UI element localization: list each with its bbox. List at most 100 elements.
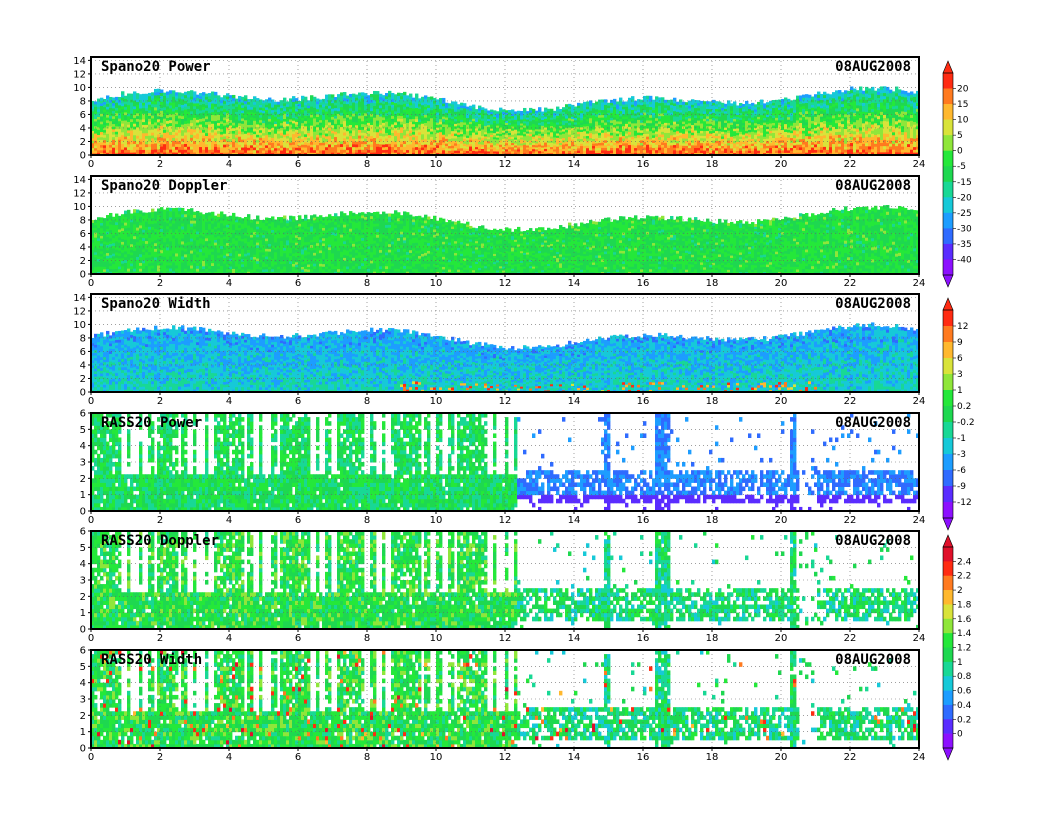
heatmap-cell: [343, 117, 347, 122]
heatmap-cell: [235, 131, 239, 135]
heatmap-cell: [562, 139, 566, 143]
heatmap-cell: [538, 133, 542, 136]
heatmap-cell: [337, 124, 341, 128]
heatmap-cell: [289, 124, 293, 128]
heatmap-cell: [598, 147, 602, 151]
heatmap-cell: [373, 122, 377, 127]
heatmap-cell: [175, 152, 179, 155]
heatmap-cell: [664, 129, 668, 133]
heatmap-cell: [766, 102, 770, 106]
heatmap-cell: [586, 108, 590, 112]
heatmap-cell: [313, 123, 317, 127]
heatmap-cell: [259, 149, 263, 153]
heatmap-cell: [169, 131, 173, 135]
heatmap-cell: [619, 121, 623, 125]
heatmap-cell: [139, 96, 143, 101]
heatmap-cell: [337, 132, 341, 137]
heatmap-cell: [478, 134, 482, 138]
heatmap-cell: [244, 119, 248, 123]
heatmap-cell: [439, 103, 443, 107]
heatmap-cell: [409, 118, 413, 122]
heatmap-cell: [271, 112, 275, 116]
heatmap-cell: [748, 103, 752, 107]
heatmap-cell: [391, 95, 395, 100]
heatmap-cell: [154, 121, 158, 126]
heatmap-cell: [268, 131, 272, 135]
heatmap-cell: [307, 137, 311, 141]
heatmap-cell: [685, 130, 689, 134]
heatmap-cell: [760, 139, 764, 143]
heatmap-cell: [448, 119, 452, 123]
heatmap-cell: [172, 149, 176, 153]
heatmap-cell: [598, 137, 602, 141]
heatmap-cell: [640, 132, 644, 136]
heatmap-cell: [97, 147, 101, 151]
heatmap-cell: [331, 99, 335, 104]
heatmap-cell: [187, 94, 191, 98]
heatmap-cell: [424, 111, 428, 115]
heatmap-cell: [562, 120, 566, 123]
heatmap-cell: [511, 121, 515, 125]
heatmap-cell: [379, 99, 383, 103]
heatmap-cell: [598, 102, 602, 106]
heatmap-cell: [526, 111, 530, 114]
heatmap-cell: [217, 130, 221, 134]
heatmap-cell: [403, 123, 407, 127]
heatmap-cell: [667, 139, 671, 143]
heatmap-cell: [529, 110, 533, 113]
heatmap-cell: [661, 152, 665, 155]
heatmap-cell: [544, 107, 548, 111]
heatmap-cell: [691, 111, 695, 115]
heatmap-cell: [610, 114, 614, 118]
heatmap-cell: [130, 149, 134, 153]
heatmap-cell: [244, 116, 248, 121]
heatmap-cell: [379, 127, 383, 131]
heatmap-cell: [223, 106, 227, 110]
heatmap-cell: [508, 132, 512, 136]
heatmap-cell: [94, 108, 98, 112]
heatmap-cell: [676, 101, 680, 105]
heatmap-cell: [208, 93, 212, 97]
heatmap-cell: [712, 127, 716, 131]
heatmap-cell: [157, 130, 161, 135]
heatmap-cell: [739, 124, 743, 128]
heatmap-cell: [196, 141, 200, 145]
heatmap-cell: [598, 109, 602, 113]
heatmap-cell: [439, 149, 443, 153]
heatmap-cell: [601, 142, 605, 146]
heatmap-cell: [295, 144, 299, 148]
heatmap-cell: [568, 106, 572, 110]
heatmap-cell: [211, 126, 215, 130]
heatmap-cell: [592, 107, 596, 111]
heatmap-cell: [700, 127, 704, 131]
heatmap-cell: [202, 115, 206, 119]
heatmap-cell: [457, 134, 461, 138]
heatmap-cell: [475, 123, 479, 127]
heatmap-cell: [250, 111, 254, 115]
heatmap-cell: [355, 119, 359, 123]
heatmap-cell: [130, 135, 134, 139]
heatmap-cell: [376, 131, 380, 136]
heatmap-cell: [118, 107, 122, 111]
heatmap-cell: [760, 124, 764, 128]
heatmap-cell: [244, 146, 248, 151]
heatmap-cell: [580, 136, 584, 140]
heatmap-cell: [316, 98, 320, 102]
heatmap-cell: [331, 108, 335, 112]
heatmap-cell: [160, 128, 164, 132]
heatmap-cell: [127, 152, 131, 155]
heatmap-cell: [616, 145, 620, 149]
heatmap-cell: [607, 117, 611, 120]
heatmap-cell: [631, 109, 635, 113]
heatmap-cell: [547, 140, 551, 143]
heatmap-cell: [460, 133, 464, 137]
heatmap-cell: [436, 104, 440, 108]
heatmap-cell: [418, 134, 422, 138]
heatmap-cell: [670, 102, 674, 106]
heatmap-cell: [610, 124, 614, 128]
heatmap-cell: [325, 97, 329, 101]
heatmap-cell: [133, 105, 137, 110]
heatmap-cell: [178, 123, 182, 128]
heatmap-cell: [493, 126, 497, 130]
heatmap-cell: [373, 125, 377, 130]
